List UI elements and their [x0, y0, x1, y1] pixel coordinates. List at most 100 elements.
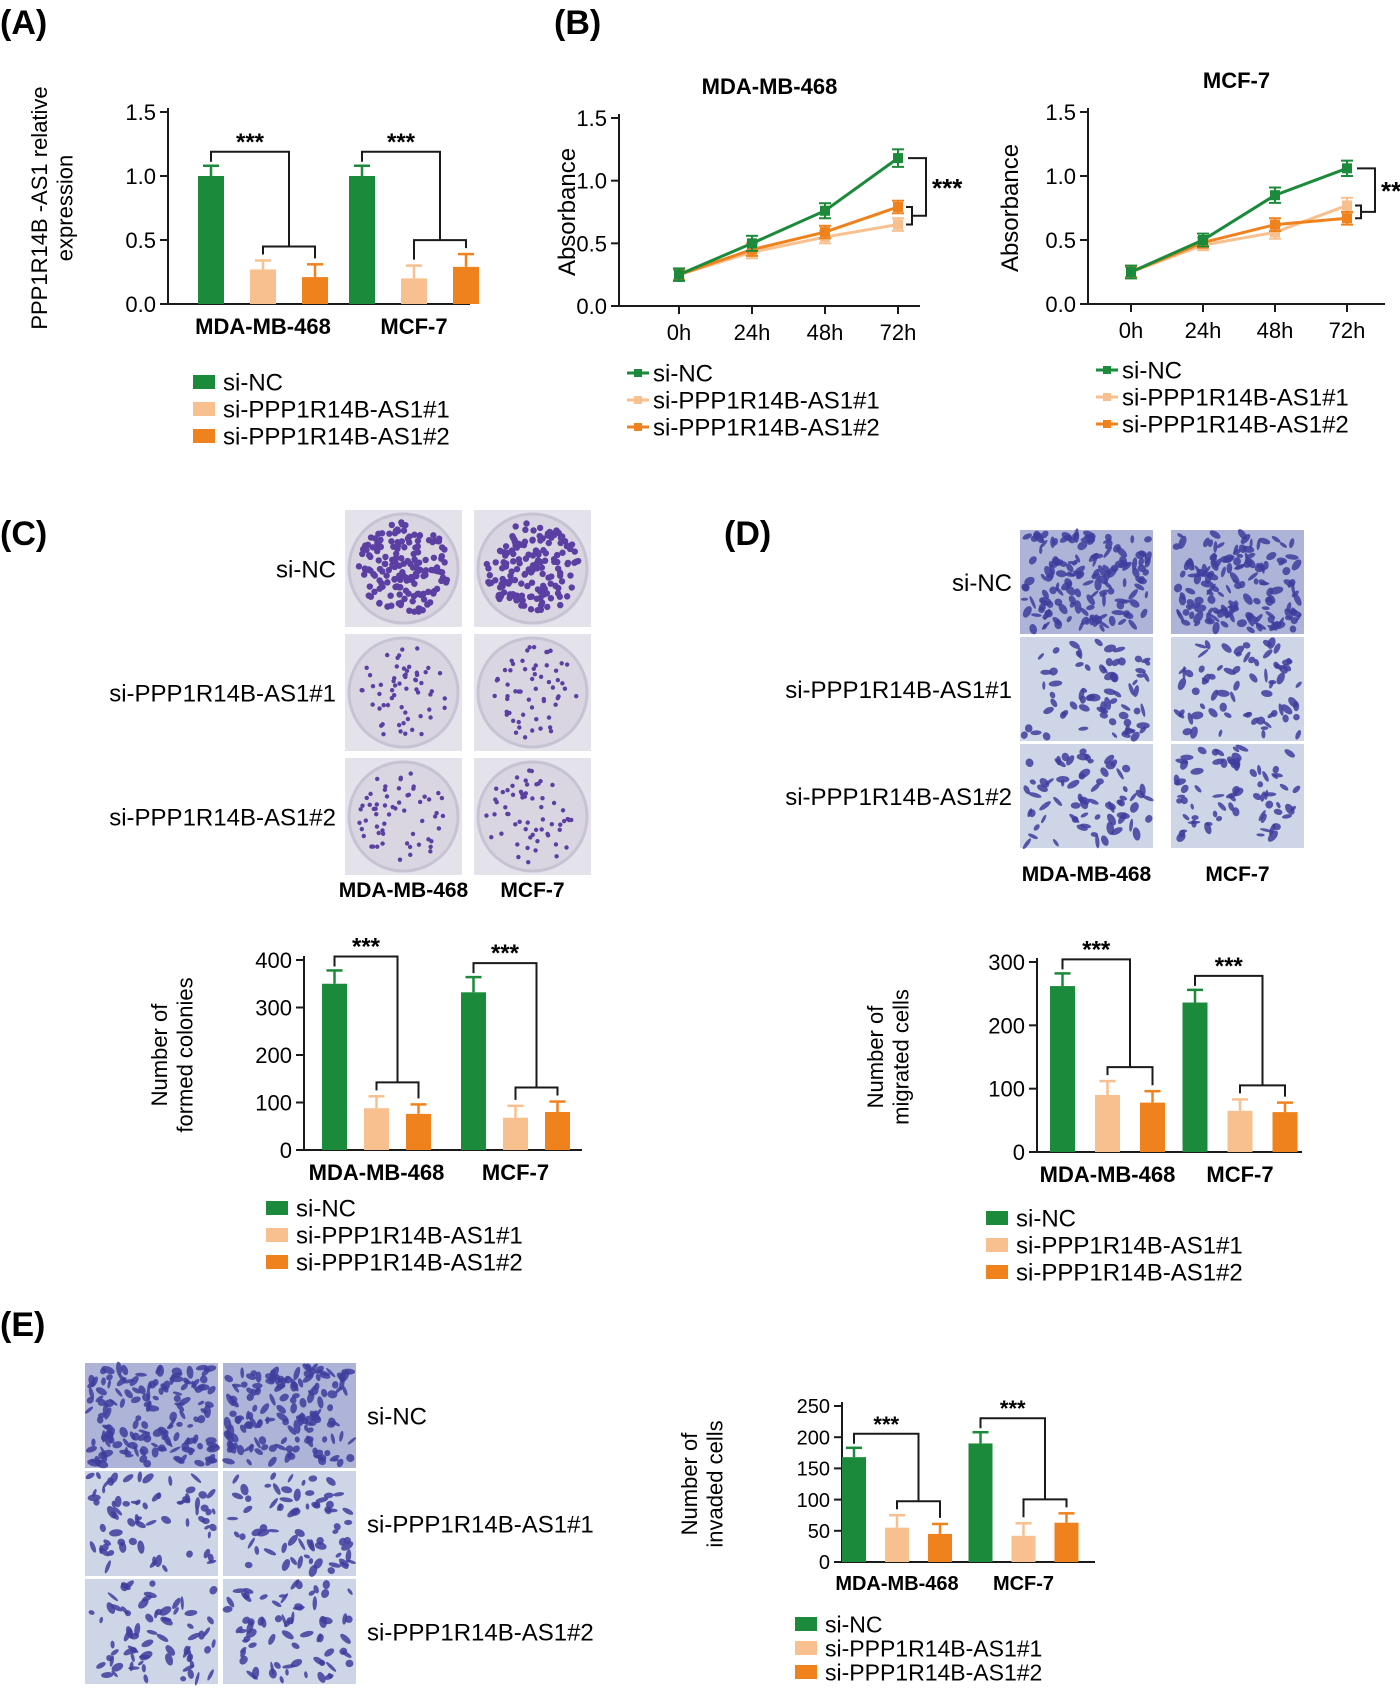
- cell-mark: [1129, 793, 1137, 802]
- colony-dot: [414, 687, 419, 692]
- cell-mark: [1069, 601, 1075, 608]
- colony-dot: [525, 648, 530, 653]
- cell-mark: [1132, 679, 1138, 686]
- legend-label: si-NC: [223, 370, 283, 397]
- cell-mark: [1232, 807, 1240, 817]
- colony-dot: [382, 821, 387, 826]
- colony-dot: [521, 571, 528, 578]
- cell-mark: [1232, 746, 1240, 753]
- colony-dot: [390, 804, 395, 810]
- cell-mark: [107, 1592, 119, 1602]
- cell-mark: [1276, 801, 1281, 809]
- cell-mark: [125, 1626, 134, 1639]
- cell-mark: [1255, 622, 1267, 630]
- colony-dot: [399, 705, 404, 710]
- cell-mark: [240, 1381, 248, 1388]
- colony-dot: [380, 841, 385, 846]
- d-image-r2-c1: [1020, 637, 1153, 742]
- sig-stars: **: [1381, 176, 1400, 206]
- colony-dot: [534, 717, 539, 722]
- colony-dot: [401, 720, 406, 726]
- cell-mark: [1040, 573, 1047, 581]
- colony-dot: [518, 580, 525, 587]
- cell-mark: [281, 1630, 294, 1640]
- colony-dot: [395, 655, 400, 661]
- x-tick-label: 48h: [1257, 318, 1294, 343]
- cell-mark: [106, 1602, 116, 1614]
- cell-mark: [1142, 671, 1150, 682]
- cell-mark: [1285, 554, 1299, 560]
- colony-dot: [406, 664, 412, 669]
- cell-mark: [269, 1498, 278, 1509]
- colony-dot: [398, 729, 403, 734]
- cell-mark: [99, 1547, 110, 1557]
- cell-mark: [129, 1431, 136, 1441]
- y-tick-label: 0: [819, 1552, 830, 1574]
- cell-mark: [1090, 782, 1101, 792]
- cell-mark: [232, 1474, 240, 1484]
- cell-mark: [1080, 607, 1089, 616]
- cell-mark: [316, 1537, 324, 1545]
- cell-mark: [328, 1417, 336, 1427]
- cell-mark: [1213, 541, 1218, 553]
- y-axis-label: invaded cells: [702, 1420, 727, 1547]
- cell-mark: [1233, 600, 1239, 608]
- y-tick-label: 100: [988, 1077, 1025, 1102]
- colony-dot: [547, 580, 554, 587]
- cell-mark: [1104, 802, 1116, 811]
- cell-mark: [98, 1451, 106, 1460]
- cell-mark: [1289, 578, 1296, 586]
- cell-mark: [1267, 615, 1275, 623]
- data-point: [1342, 163, 1352, 174]
- cell-mark: [1114, 598, 1127, 603]
- y-tick-label: 400: [255, 948, 292, 973]
- cell-mark: [155, 1364, 162, 1375]
- cell-mark: [119, 1398, 126, 1408]
- legend-label: si-PPP1R14B-AS1#2: [1122, 412, 1349, 439]
- colony-dot: [545, 539, 553, 547]
- colony-dot: [515, 842, 520, 847]
- d-image-r3-c2: [1171, 744, 1304, 848]
- e-image-r1-c2: [222, 1363, 357, 1468]
- sig-stars: ***: [352, 933, 381, 960]
- cell-mark: [145, 1519, 157, 1526]
- bar-si-PPP1R14B-AS1#2: [1272, 1112, 1298, 1152]
- cell-mark: [305, 1490, 315, 1496]
- bar-si-PPP1R14B-AS1#1: [364, 1108, 389, 1150]
- cell-mark: [341, 1650, 352, 1658]
- cell-mark: [141, 1595, 152, 1602]
- cell-mark: [1223, 554, 1234, 563]
- colony-dot: [518, 689, 523, 694]
- cell-mark: [1094, 638, 1103, 647]
- colony-dot: [530, 832, 535, 837]
- cell-mark: [233, 1531, 240, 1538]
- cell-mark: [1051, 556, 1059, 568]
- cell-mark: [1091, 573, 1101, 580]
- cell-mark: [1022, 533, 1032, 540]
- cell-mark: [1122, 578, 1127, 588]
- cell-mark: [1180, 829, 1188, 833]
- colony-dot: [438, 577, 445, 585]
- cell-mark: [1194, 596, 1204, 605]
- cell-mark: [1078, 704, 1090, 712]
- series-line-si-PPP1R14B-AS1#2: [678, 205, 899, 277]
- cell-mark: [137, 1540, 145, 1554]
- colony-dot: [412, 544, 419, 551]
- cell-mark: [245, 1373, 257, 1380]
- colony-dot: [408, 771, 413, 776]
- cell-mark: [254, 1437, 261, 1449]
- cell-mark: [330, 1433, 336, 1445]
- cell-mark: [1194, 565, 1203, 577]
- colony-dot: [385, 702, 391, 708]
- colony-dot: [388, 538, 395, 545]
- cell-mark: [1054, 598, 1063, 606]
- colony-dot: [403, 710, 408, 715]
- cell-mark: [1288, 697, 1298, 708]
- cell-mark: [1099, 624, 1105, 632]
- cell-mark: [1046, 600, 1054, 608]
- legend-label: si-PPP1R14B-AS1#1: [825, 1635, 1042, 1661]
- cell-mark: [1243, 651, 1251, 663]
- cell-mark: [1180, 796, 1188, 805]
- cell-mark: [1116, 812, 1130, 820]
- cell-mark: [180, 1676, 187, 1682]
